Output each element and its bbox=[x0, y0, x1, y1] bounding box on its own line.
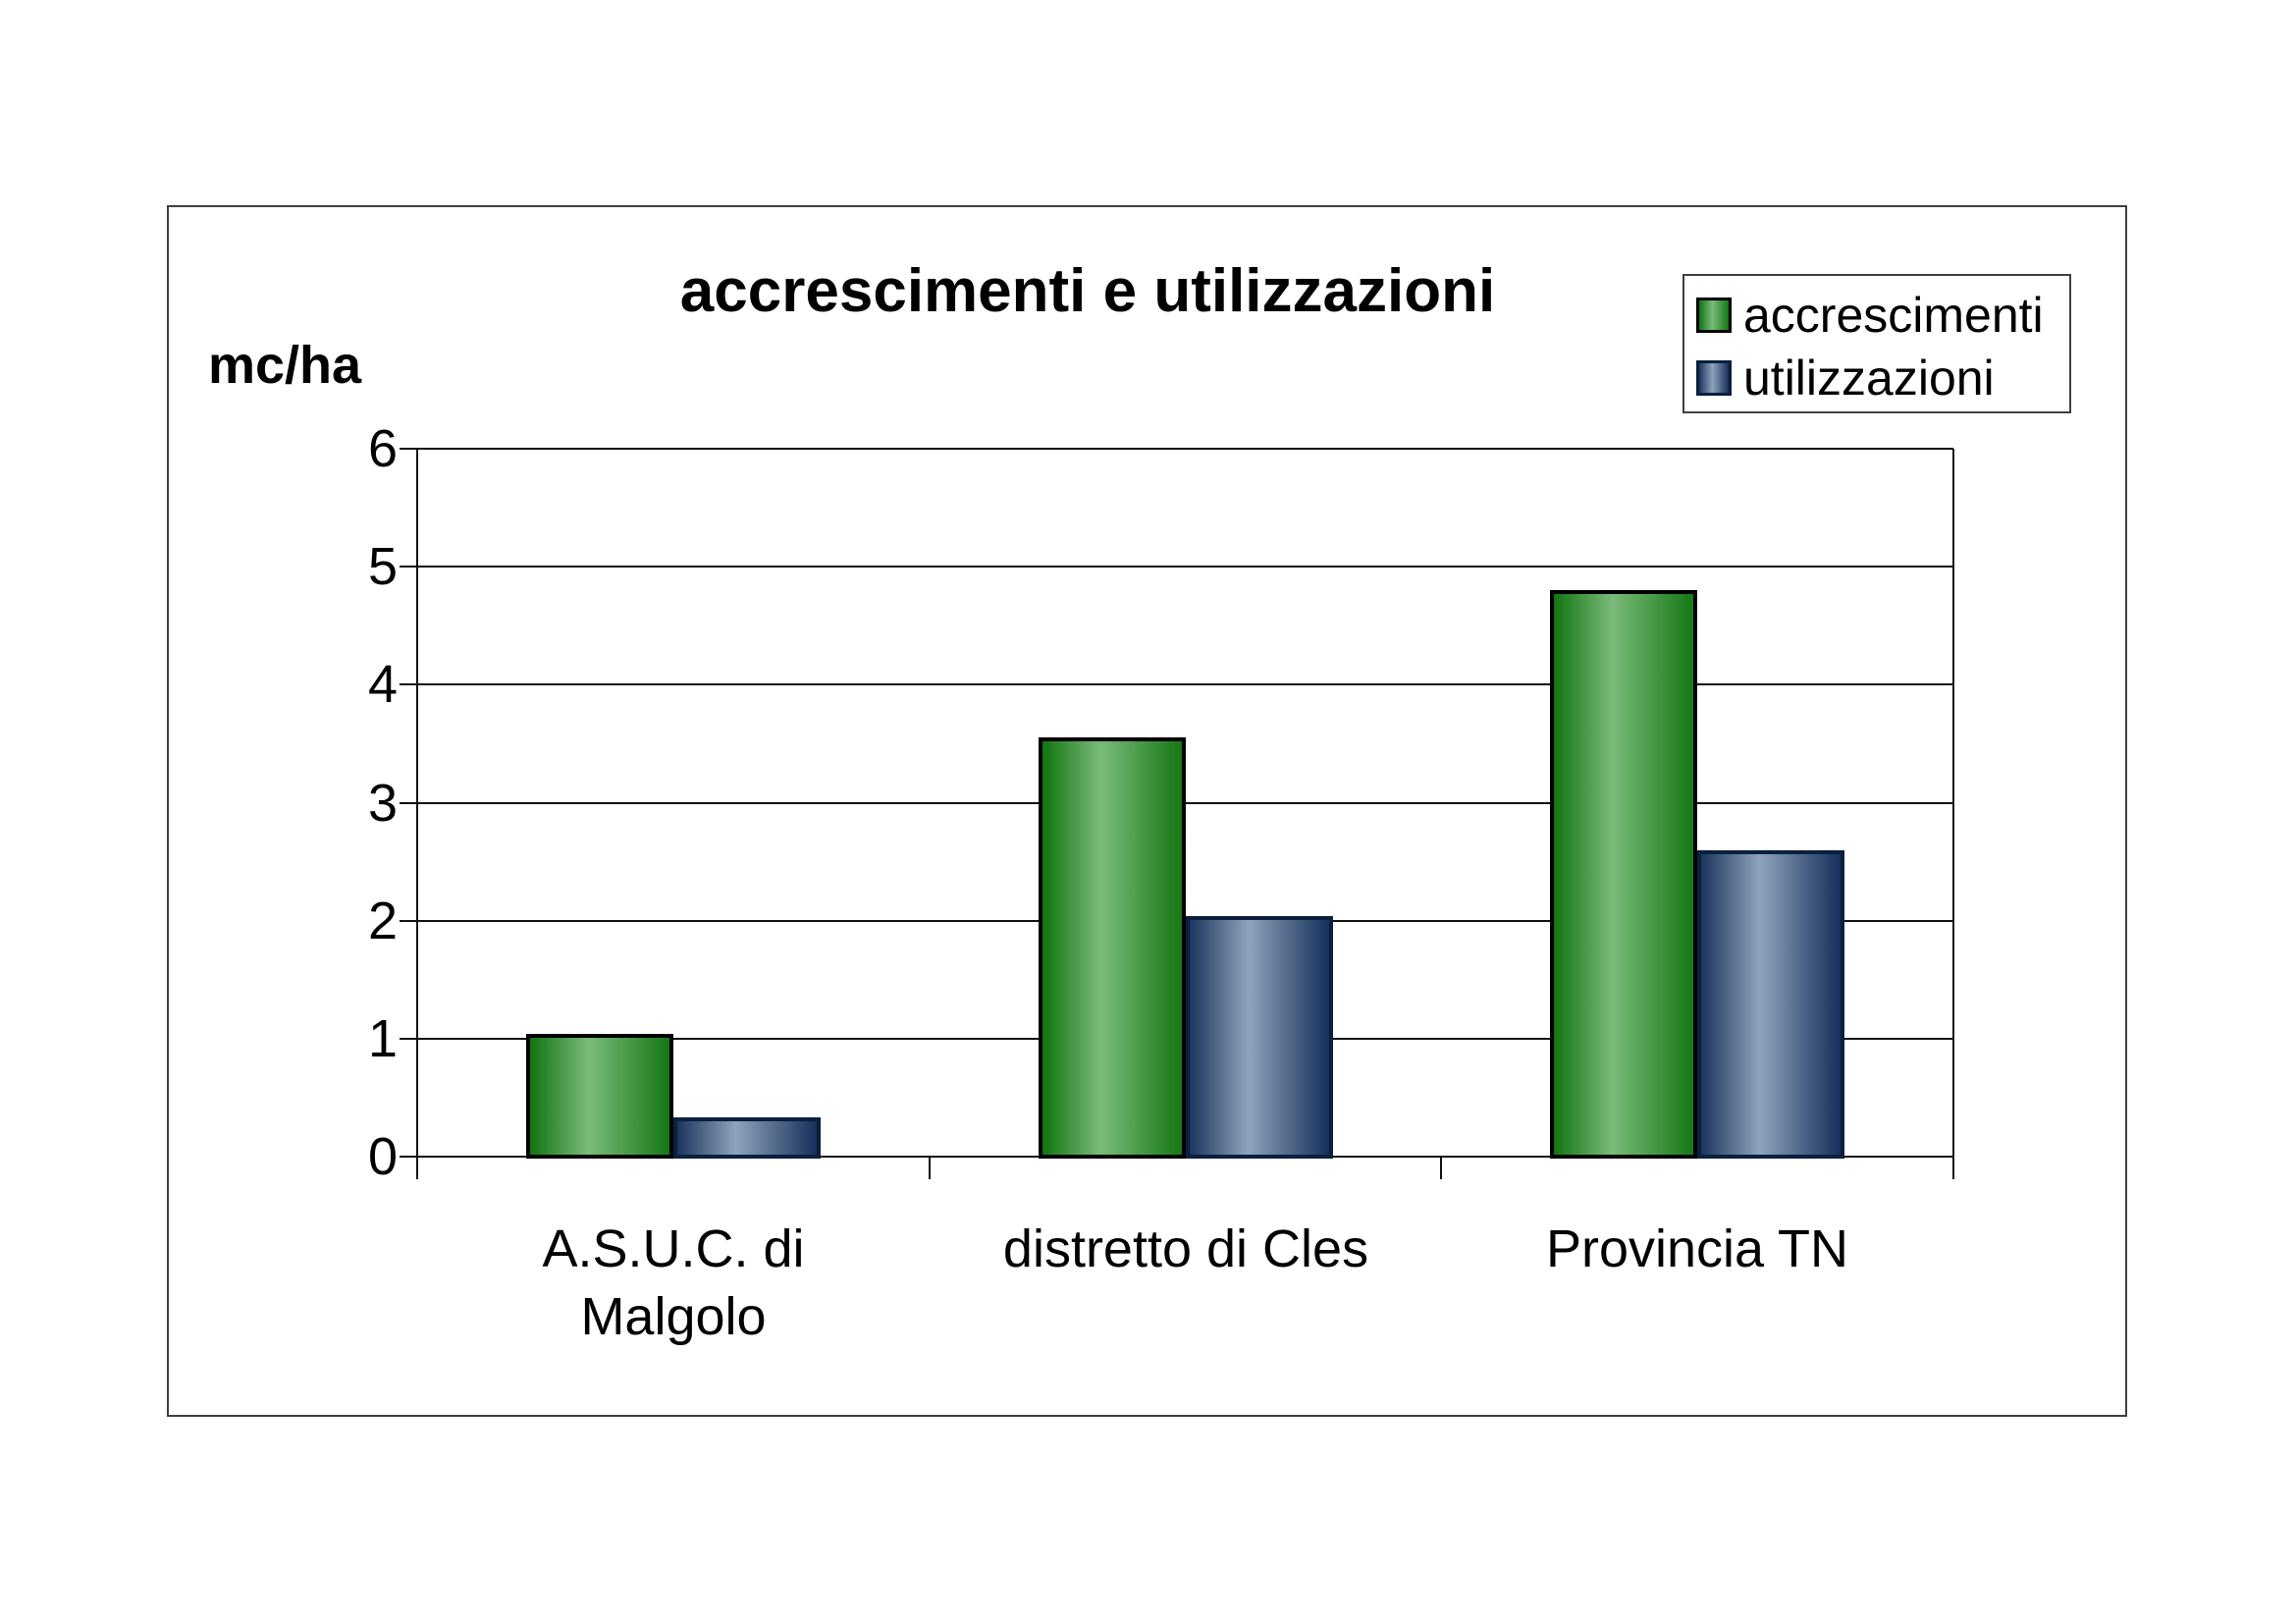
bar-accrescimenti bbox=[526, 1034, 673, 1159]
y-tick-label: 4 bbox=[367, 655, 398, 714]
legend-item-accrescimenti: accrescimenti bbox=[1684, 284, 2069, 347]
category-label: A.S.U.C. di Malgolo bbox=[542, 1219, 805, 1347]
legend-label: utilizzazioni bbox=[1743, 351, 1995, 406]
x-tick-mark-3 bbox=[1952, 1157, 1954, 1179]
y-tick-mark-6 bbox=[400, 448, 417, 450]
gridline-y4 bbox=[417, 683, 1953, 685]
bar-utilizzazioni bbox=[1697, 850, 1844, 1159]
y-tick-label: 2 bbox=[367, 892, 398, 950]
gridline-y6 bbox=[417, 448, 1953, 450]
y-tick-mark-3 bbox=[400, 802, 417, 804]
chart-title: accrescimenti e utilizzazioni bbox=[679, 257, 1496, 325]
y-tick-label: 0 bbox=[367, 1127, 398, 1186]
category-label: Provincia TN bbox=[1545, 1219, 1849, 1278]
bar-accrescimenti bbox=[1039, 737, 1186, 1159]
y-axis-unit-label: mc/ha bbox=[208, 336, 362, 395]
legend-swatch-utilizzazioni-icon bbox=[1696, 360, 1732, 396]
y-tick-mark-0 bbox=[400, 1156, 417, 1158]
y-axis-line bbox=[416, 449, 418, 1179]
legend-item-utilizzazioni: utilizzazioni bbox=[1684, 347, 2069, 409]
bar-accrescimenti bbox=[1550, 590, 1697, 1159]
legend-swatch-accrescimenti-icon bbox=[1696, 298, 1732, 333]
plot-right-border bbox=[1952, 449, 1954, 1158]
legend: accrescimenti utilizzazioni bbox=[1682, 274, 2071, 413]
y-tick-mark-1 bbox=[400, 1038, 417, 1040]
y-tick-mark-4 bbox=[400, 683, 417, 685]
y-tick-mark-2 bbox=[400, 920, 417, 922]
y-tick-label: 1 bbox=[367, 1009, 398, 1068]
x-tick-mark-1 bbox=[929, 1157, 931, 1179]
x-tick-mark-2 bbox=[1440, 1157, 1442, 1179]
bar-utilizzazioni bbox=[1186, 916, 1333, 1159]
gridline-y5 bbox=[417, 566, 1953, 568]
y-tick-label: 5 bbox=[367, 537, 398, 596]
y-tick-label: 6 bbox=[367, 419, 398, 478]
legend-label: accrescimenti bbox=[1743, 288, 2044, 343]
bar-utilizzazioni bbox=[673, 1117, 821, 1159]
category-label: distretto di Cles bbox=[1002, 1219, 1369, 1278]
y-tick-mark-5 bbox=[400, 566, 417, 568]
y-tick-label: 3 bbox=[367, 774, 398, 833]
